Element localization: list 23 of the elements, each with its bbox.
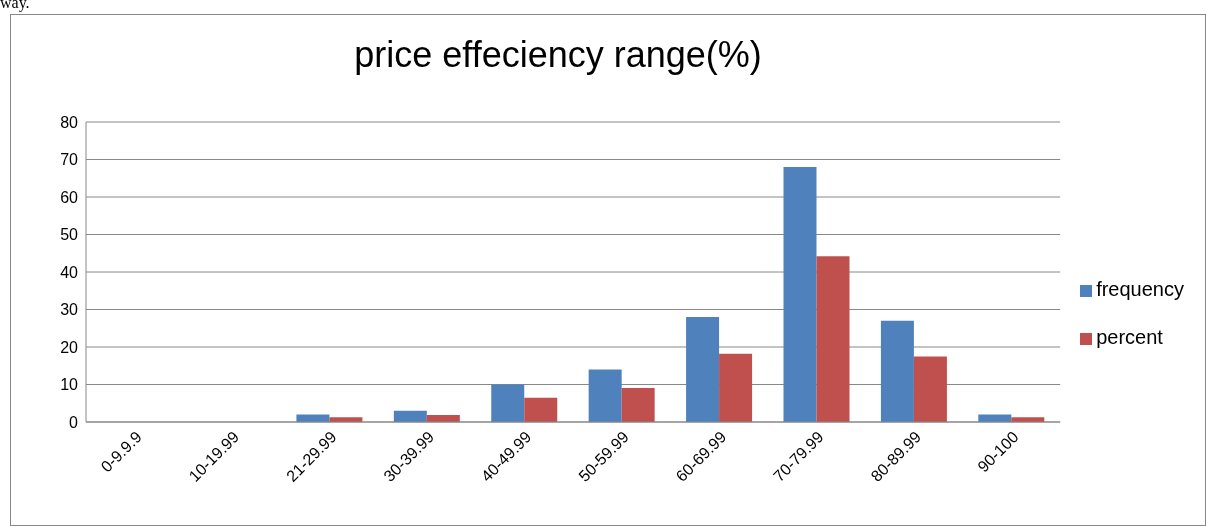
bar	[719, 353, 753, 422]
y-tick-label: 50	[60, 226, 79, 244]
bar	[913, 356, 947, 422]
y-tick-label: 80	[60, 113, 79, 131]
bar	[783, 167, 817, 422]
bar	[621, 387, 655, 422]
bar	[491, 384, 525, 422]
y-tick-label: 10	[60, 376, 79, 394]
text: way.	[0, 0, 30, 11]
bar	[686, 317, 720, 422]
bar	[588, 369, 622, 422]
bar	[816, 256, 850, 422]
legend-label: percent	[1096, 326, 1163, 348]
y-tick-label: 0	[69, 413, 79, 431]
bar	[524, 397, 558, 422]
y-tick-label: 20	[60, 338, 79, 356]
chart-title: price effeciency range(%)	[353, 34, 763, 76]
legend-label: frequency	[1096, 278, 1184, 300]
y-tick-label: 40	[60, 263, 79, 281]
y-tick-label: 60	[60, 188, 79, 206]
y-tick-label: 70	[60, 151, 79, 169]
bar	[880, 320, 914, 422]
y-tick-label: 30	[60, 301, 79, 319]
